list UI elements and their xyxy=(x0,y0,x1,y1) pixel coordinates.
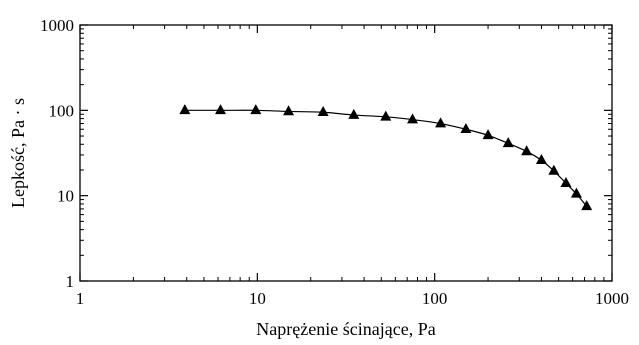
data-point-triangle xyxy=(435,117,447,128)
data-point-triangle xyxy=(179,104,191,115)
data-point-triangle xyxy=(581,200,593,211)
data-point-triangle xyxy=(348,108,360,119)
y-tick-label: 1000 xyxy=(40,16,74,35)
y-tick-label: 10 xyxy=(57,187,74,206)
data-point-triangle xyxy=(380,110,392,121)
axis-ticks xyxy=(79,24,613,282)
y-tick-label: 100 xyxy=(49,101,75,120)
data-markers xyxy=(179,104,593,211)
data-point-triangle xyxy=(548,164,560,175)
data-point-triangle xyxy=(317,106,329,117)
x-tick-label: 1 xyxy=(76,289,85,308)
plot-frame xyxy=(79,24,613,282)
x-tick-label: 100 xyxy=(422,289,448,308)
tick-labels: 1 10 100 1000 1 10 100 1000 xyxy=(40,16,629,308)
data-point-triangle xyxy=(215,104,227,115)
y-tick-label: 1 xyxy=(66,272,75,291)
data-point-triangle xyxy=(250,104,262,115)
data-point-triangle xyxy=(482,129,494,140)
data-point-triangle xyxy=(460,123,472,134)
data-point-triangle xyxy=(283,105,295,116)
data-point-triangle xyxy=(521,145,533,156)
fit-line xyxy=(184,109,588,207)
data-point-triangle xyxy=(570,187,582,198)
data-point-triangle xyxy=(407,113,419,124)
x-tick-label: 1000 xyxy=(595,289,629,308)
data-point-triangle xyxy=(535,154,547,165)
x-axis-title: Naprężenie ścinające, Pa xyxy=(256,319,435,339)
data-point-triangle xyxy=(560,177,572,187)
data-point-triangle xyxy=(502,137,514,148)
y-axis-title: Lepkość, Pa · s xyxy=(8,98,28,208)
x-tick-label: 10 xyxy=(249,289,266,308)
